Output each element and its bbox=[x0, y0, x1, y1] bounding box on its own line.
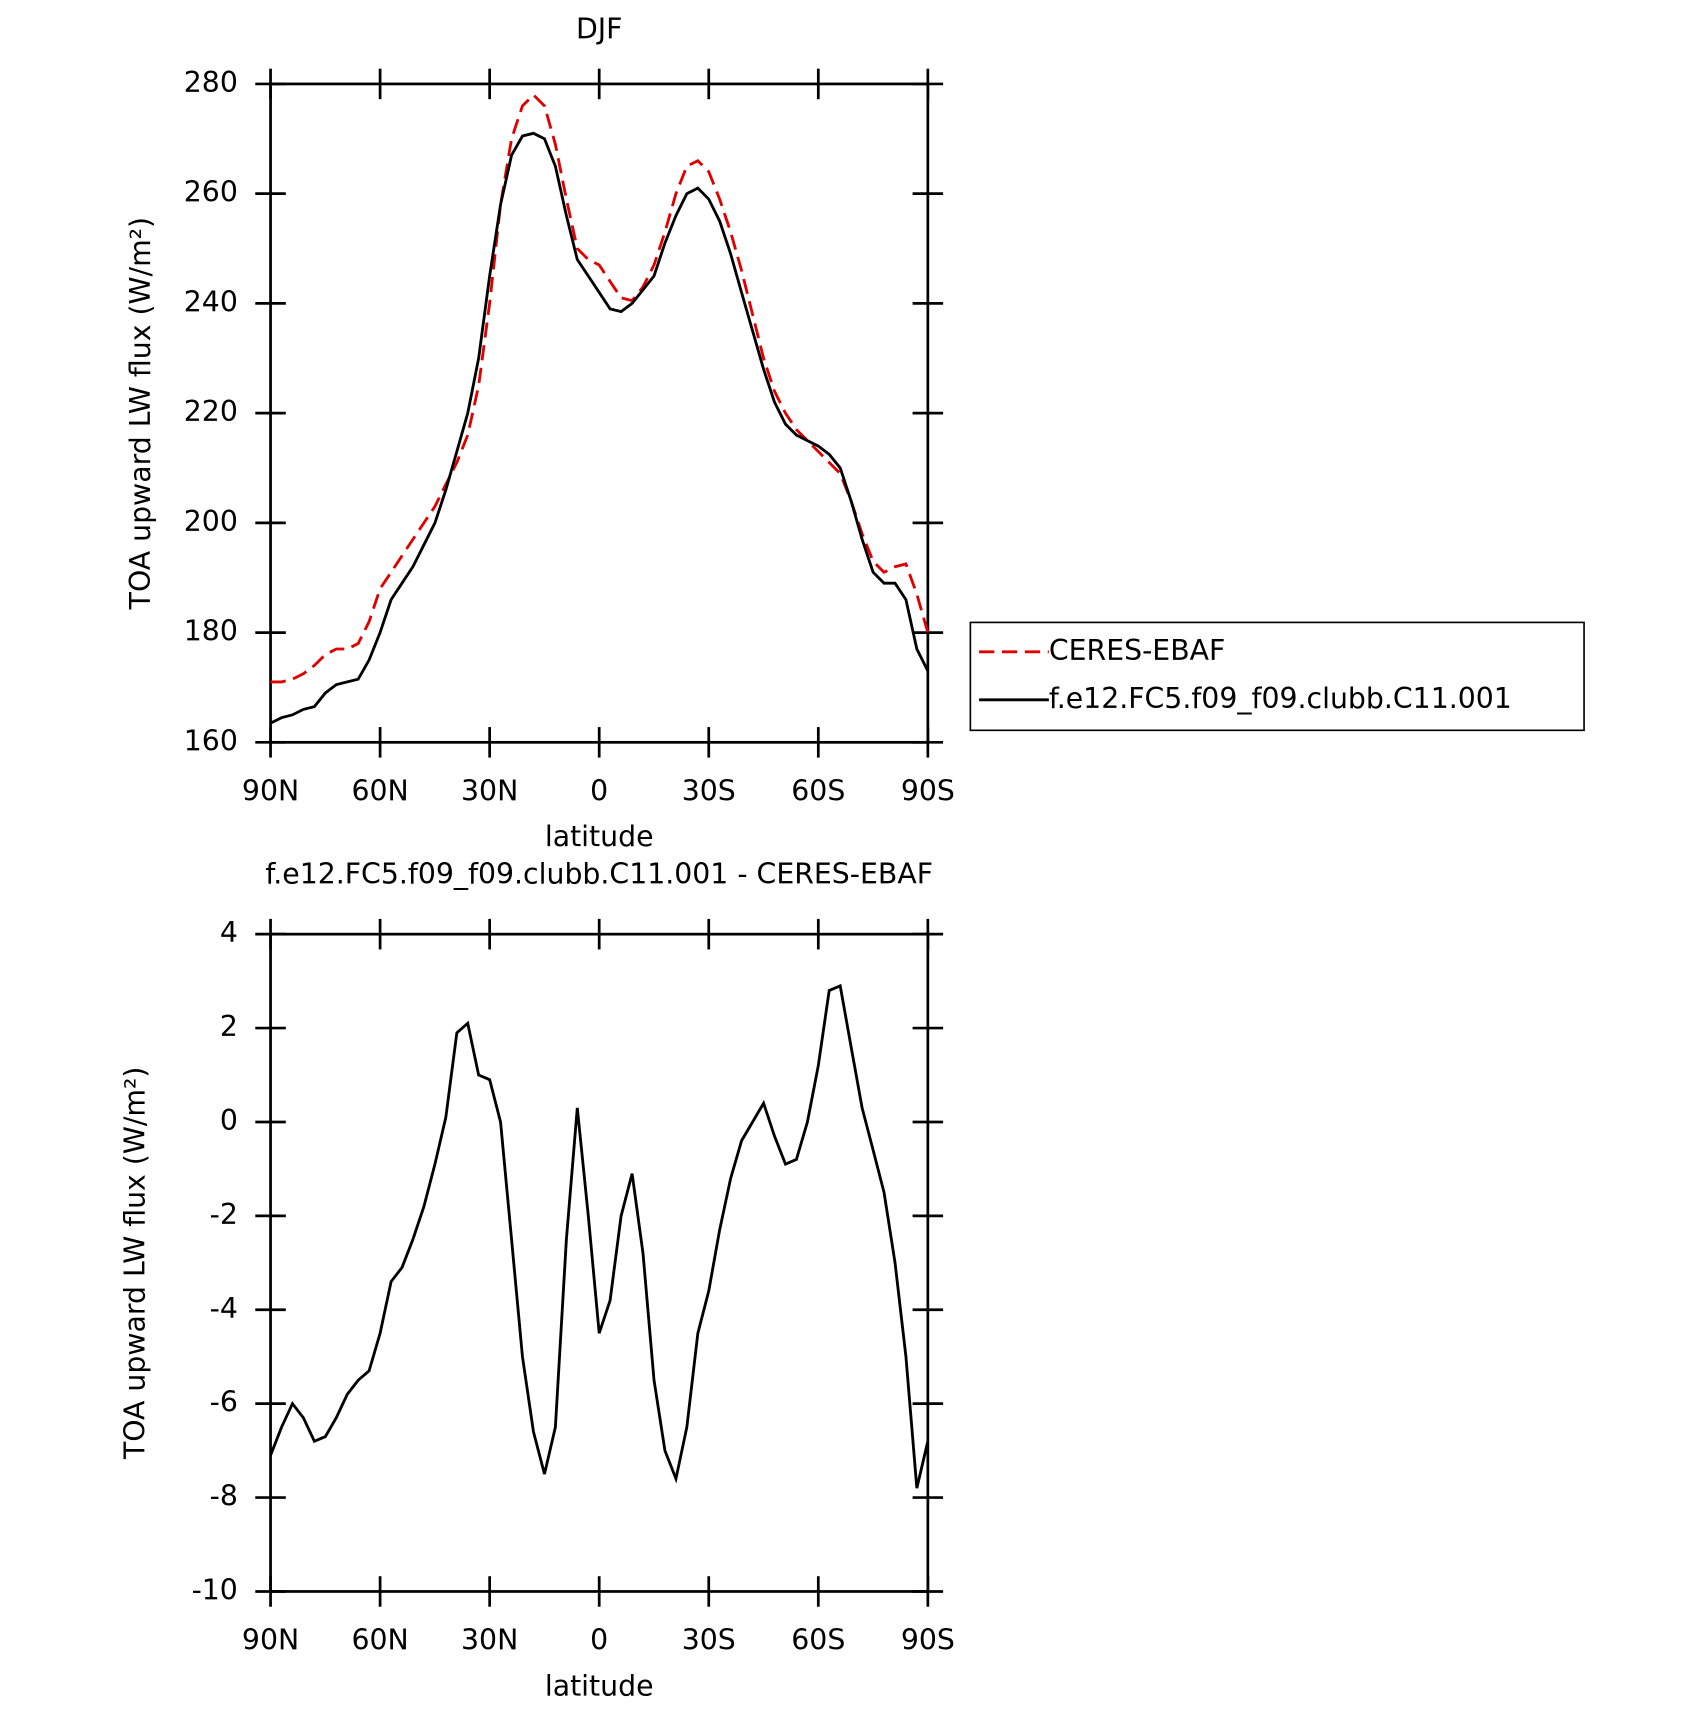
y-tick-label: 200 bbox=[184, 505, 238, 538]
y-tick-label: 180 bbox=[184, 615, 238, 648]
x-axis-label: latitude bbox=[545, 1669, 654, 1702]
line-series bbox=[269, 131, 930, 725]
x-tick-label: 90S bbox=[901, 1624, 955, 1657]
y-tick-label: -4 bbox=[210, 1292, 238, 1325]
legend-box bbox=[969, 621, 1585, 732]
y-axis-label: TOA upward LW flux (W/m²) bbox=[124, 217, 157, 610]
x-tick-label: 60N bbox=[351, 1624, 408, 1657]
x-tick-label: 30N bbox=[461, 1624, 518, 1657]
x-tick-label: 60S bbox=[791, 774, 845, 807]
y-tick-label: 160 bbox=[184, 724, 238, 757]
x-tick-label: 30S bbox=[682, 774, 736, 807]
y-tick-label: -6 bbox=[210, 1386, 238, 1419]
plot-frame bbox=[269, 82, 930, 744]
x-tick-label: 30S bbox=[682, 1624, 736, 1657]
x-tick-label: 60N bbox=[351, 774, 408, 807]
y-tick-label: 0 bbox=[220, 1104, 238, 1137]
y-tick-label: 2 bbox=[220, 1010, 238, 1043]
y-axis-label: TOA upward LW flux (W/m²) bbox=[118, 1067, 151, 1460]
line-series bbox=[269, 983, 930, 1489]
y-tick-label: 280 bbox=[184, 66, 238, 99]
chart-title: DJF bbox=[576, 13, 622, 46]
x-axis-label: latitude bbox=[545, 820, 654, 853]
y-tick-label: -10 bbox=[192, 1573, 238, 1606]
x-tick-label: 0 bbox=[590, 1624, 608, 1657]
plot-frame bbox=[269, 932, 930, 1593]
y-tick-label: 220 bbox=[184, 395, 238, 428]
y-tick-label: 4 bbox=[220, 916, 238, 949]
y-tick-label: -8 bbox=[210, 1480, 238, 1513]
x-tick-label: 30N bbox=[461, 774, 518, 807]
y-tick-label: -2 bbox=[210, 1198, 238, 1231]
chart-title: f.e12.FC5.f09_f09.clubb.C11.001 - CERES-… bbox=[265, 857, 933, 890]
legend-label: CERES-EBAF bbox=[1049, 634, 1225, 667]
line-series bbox=[270, 92, 930, 684]
x-tick-label: 0 bbox=[590, 774, 608, 807]
y-tick-label: 240 bbox=[184, 285, 238, 318]
y-tick-label: 260 bbox=[184, 176, 238, 209]
x-tick-label: 60S bbox=[791, 1624, 845, 1657]
x-tick-label: 90N bbox=[242, 1624, 299, 1657]
legend-label: f.e12.FC5.f09_f09.clubb.C11.001 bbox=[1049, 682, 1512, 715]
x-tick-label: 90N bbox=[242, 774, 299, 807]
x-tick-label: 90S bbox=[901, 774, 955, 807]
